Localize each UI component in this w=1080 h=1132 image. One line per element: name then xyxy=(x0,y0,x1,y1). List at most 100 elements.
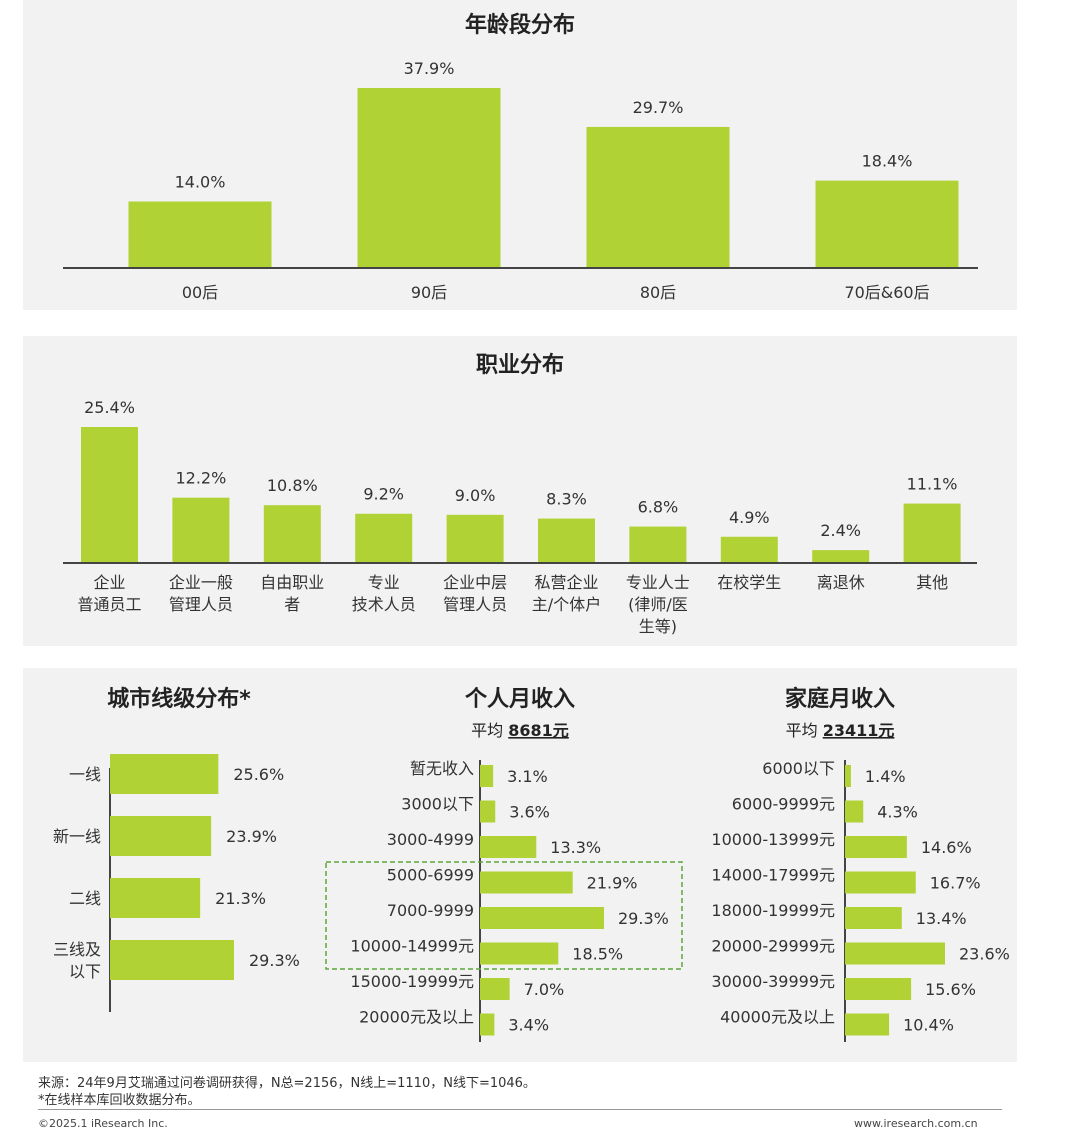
bar xyxy=(586,126,730,269)
bar xyxy=(845,871,916,894)
chart-title: 城市线级分布* xyxy=(107,686,251,712)
category-label: 7000-9999 xyxy=(387,901,474,920)
data-label: 10.4% xyxy=(903,1016,954,1035)
bar xyxy=(538,518,595,563)
category-label: 6000以下 xyxy=(762,759,835,778)
category-label: 20000-29999元 xyxy=(711,937,835,956)
bar xyxy=(845,765,851,787)
chart-title: 个人月收入 xyxy=(465,686,575,712)
category-label: 其他 xyxy=(916,573,948,592)
category-label: 暂无收入 xyxy=(410,759,474,778)
bar xyxy=(845,942,945,965)
bar xyxy=(480,765,494,787)
data-label: 9.2% xyxy=(363,485,404,504)
category-label: 70后&60后 xyxy=(844,283,929,302)
bar xyxy=(815,180,959,268)
data-label: 3.6% xyxy=(509,803,550,822)
data-label: 21.3% xyxy=(215,889,266,908)
data-label: 13.3% xyxy=(550,838,601,857)
bar xyxy=(845,800,864,823)
bar xyxy=(110,878,201,918)
category-label: 自由职业者 xyxy=(260,573,324,614)
data-label: 23.6% xyxy=(959,945,1010,964)
data-label: 37.9% xyxy=(404,59,455,78)
bar xyxy=(81,427,138,563)
data-label: 3.1% xyxy=(507,767,548,786)
data-label: 29.3% xyxy=(618,909,669,928)
data-label: 29.7% xyxy=(633,98,684,117)
bar xyxy=(480,836,537,858)
bar xyxy=(110,940,234,980)
copyright: ©2025.1 iResearch Inc. xyxy=(38,1117,168,1130)
data-label: 4.3% xyxy=(877,803,918,822)
category-label: 90后 xyxy=(411,283,447,302)
data-label: 4.9% xyxy=(729,508,770,527)
bar xyxy=(845,836,907,858)
data-label: 13.4% xyxy=(916,909,967,928)
category-label: 企业普通员工 xyxy=(77,573,141,614)
chart-title: 家庭月收入 xyxy=(785,686,895,712)
bar xyxy=(903,503,961,563)
data-label: 11.1% xyxy=(907,475,958,494)
data-label: 1.4% xyxy=(865,767,906,786)
income-city-panel: 城市线级分布* 25.6% 一线 23.9% 新一线 21.3% 二线 29.3% 三线及以下 个… xyxy=(23,668,1017,1062)
bar xyxy=(446,514,504,563)
city-and-income-charts: 城市线级分布* 25.6% 一线 23.9% 新一线 21.3% 二线 29.3% 三线及以下 个… xyxy=(53,686,1010,1042)
website: www.iresearch.com.cn xyxy=(854,1117,978,1130)
bar xyxy=(845,907,902,929)
bar xyxy=(480,1013,495,1036)
bar xyxy=(263,505,321,563)
category-label: 企业一般管理人员 xyxy=(169,573,233,614)
data-label: 25.4% xyxy=(84,398,135,417)
average-label: 平均 23411元 xyxy=(786,721,895,740)
category-label: 离退休 xyxy=(817,573,865,592)
category-label: 一线 xyxy=(69,765,101,784)
bar xyxy=(812,550,870,563)
data-label: 3.4% xyxy=(508,1016,549,1035)
bar xyxy=(845,978,912,1000)
bar xyxy=(128,201,272,268)
category-label: 14000-17999元 xyxy=(711,866,835,885)
data-label: 10.8% xyxy=(267,476,318,495)
data-label: 18.5% xyxy=(572,945,623,964)
category-label: 在校学生 xyxy=(717,573,781,592)
bar xyxy=(110,754,219,794)
data-label: 14.6% xyxy=(921,838,972,857)
bar xyxy=(357,88,501,268)
average-label: 平均 8681元 xyxy=(471,721,569,740)
data-label: 25.6% xyxy=(233,765,284,784)
category-label: 专业人士(律师/医生等) xyxy=(626,573,690,636)
data-label: 29.3% xyxy=(249,951,300,970)
data-label: 23.9% xyxy=(226,827,277,846)
category-label: 20000元及以上 xyxy=(359,1008,474,1027)
category-label: 00后 xyxy=(182,283,218,302)
category-label: 二线 xyxy=(69,889,101,908)
age-distribution-panel: 年龄段分布 14.0% 00后 37.9% 90后 29.7% 80后 18.4% 70后&60… xyxy=(23,0,1017,310)
category-label: 新一线 xyxy=(53,827,101,846)
bar xyxy=(110,816,212,856)
bar xyxy=(480,942,559,965)
category-label: 三线及以下 xyxy=(53,940,101,981)
bar xyxy=(480,871,573,894)
data-label: 7.0% xyxy=(524,980,565,999)
sample-note: *在线样本库回收数据分布。 xyxy=(38,1093,201,1108)
occupation-distribution-panel: 职业分布 25.4% 企业普通员工 12.2% 企业一般管理人员 10.8% 自由职业者 9.… xyxy=(23,336,1017,646)
category-label: 5000-6999 xyxy=(387,866,474,885)
source-note: 来源：24年9月艾瑞通过问卷调研获得，N总=2156，N线上=1110，N线下=… xyxy=(38,1076,536,1091)
chart-title: 年龄段分布 xyxy=(465,12,575,38)
chart-title: 职业分布 xyxy=(476,352,564,378)
category-label: 80后 xyxy=(640,283,676,302)
data-label: 15.6% xyxy=(925,980,976,999)
data-label: 9.0% xyxy=(455,486,496,505)
bar xyxy=(172,497,230,563)
category-label: 私营企业主/个体户 xyxy=(532,573,601,614)
bar xyxy=(845,1013,890,1036)
data-label: 21.9% xyxy=(587,874,638,893)
bar xyxy=(355,513,413,563)
category-label: 企业中层管理人员 xyxy=(443,573,507,614)
bar xyxy=(629,526,687,563)
highlight-box xyxy=(325,861,683,970)
category-label: 18000-19999元 xyxy=(711,901,835,920)
bar xyxy=(480,978,510,1000)
age-distribution-chart: 年龄段分布 14.0% 00后 37.9% 90后 29.7% 80后 18.4% 70后&60… xyxy=(63,12,978,302)
